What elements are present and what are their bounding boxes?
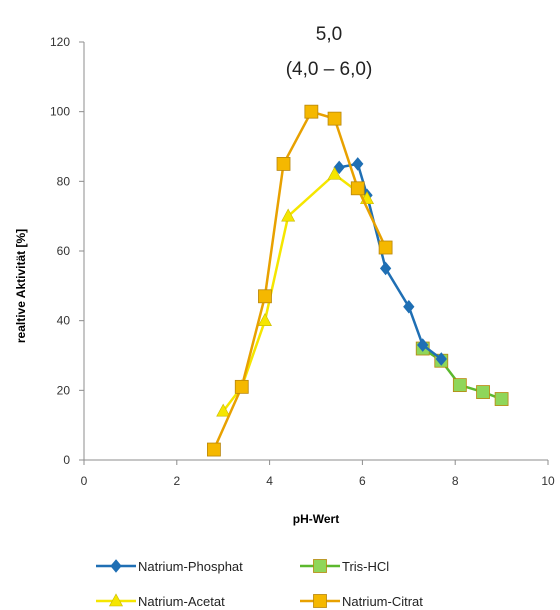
series-line-natrium-citrat xyxy=(212,110,387,451)
x-tick-label: 2 xyxy=(173,474,180,488)
data-point-natrium-citrat xyxy=(304,104,319,119)
data-point-natrium-phosphat xyxy=(333,160,345,175)
data-point-natrium-phosphat xyxy=(403,299,415,314)
legend: Natrium-Phosphat Tris-HCl Natrium-Acetat Na… xyxy=(96,559,423,609)
y-tick-label: 0 xyxy=(63,453,70,467)
y-tick-label: 100 xyxy=(50,105,70,119)
legend-label-natrium-citrat: Natrium-Citrat xyxy=(342,594,423,609)
data-point-natrium-phosphat xyxy=(435,352,447,366)
x-tick-label: 10 xyxy=(541,474,555,488)
y-tick-label: 40 xyxy=(57,314,71,328)
plot-area: 0 20 40 60 80 100 120 0 2 4 6 8 10 xyxy=(50,35,555,488)
legend-marker-natrium-phosphat xyxy=(110,559,122,573)
data-point-tris-hcl xyxy=(494,392,509,406)
data-point-tris-hcl xyxy=(476,385,490,399)
data-point-natrium-citrat xyxy=(258,289,272,304)
y-tick-label: 20 xyxy=(57,383,71,397)
x-tick-label: 0 xyxy=(81,474,88,488)
data-point-natrium-acetat xyxy=(281,208,296,222)
data-point-natrium-phosphat xyxy=(352,157,364,171)
data-point-natrium-citrat xyxy=(234,379,249,394)
data-point-natrium-acetat xyxy=(327,166,342,180)
legend-label-natrium-acetat: Natrium-Acetat xyxy=(138,594,225,609)
legend-label-tris-hcl: Tris-HCl xyxy=(342,559,389,574)
data-point-natrium-acetat xyxy=(257,313,272,326)
x-axis-title: pH-Wert xyxy=(293,512,339,526)
x-tick-label: 8 xyxy=(452,474,459,488)
x-tick-label: 4 xyxy=(266,474,273,488)
legend-marker-natrium-citrat xyxy=(313,594,327,608)
y-tick-label: 120 xyxy=(50,35,70,49)
y-axis-title: realtive Aktivität [%] xyxy=(14,229,28,343)
legend-marker-tris-hcl xyxy=(313,559,327,573)
data-point-natrium-citrat xyxy=(350,181,365,196)
annotation-line-2: (4,0 – 6,0) xyxy=(286,59,373,80)
x-tick-label: 6 xyxy=(359,474,366,488)
data-point-tris-hcl xyxy=(452,378,467,393)
data-point-natrium-citrat xyxy=(276,157,291,171)
legend-label-natrium-phosphat: Natrium-Phosphat xyxy=(138,559,243,574)
y-tick-label: 80 xyxy=(57,174,71,188)
y-tick-label: 60 xyxy=(57,244,71,258)
data-point-natrium-citrat xyxy=(378,240,393,255)
data-point-natrium-phosphat xyxy=(417,338,429,352)
annotation-line-1: 5,0 xyxy=(316,24,342,45)
legend-marker-natrium-acetat xyxy=(108,593,124,607)
data-point-natrium-phosphat xyxy=(379,261,392,276)
data-point-natrium-citrat xyxy=(207,442,221,457)
data-point-natrium-acetat xyxy=(216,403,231,417)
data-point-natrium-citrat xyxy=(327,111,342,126)
